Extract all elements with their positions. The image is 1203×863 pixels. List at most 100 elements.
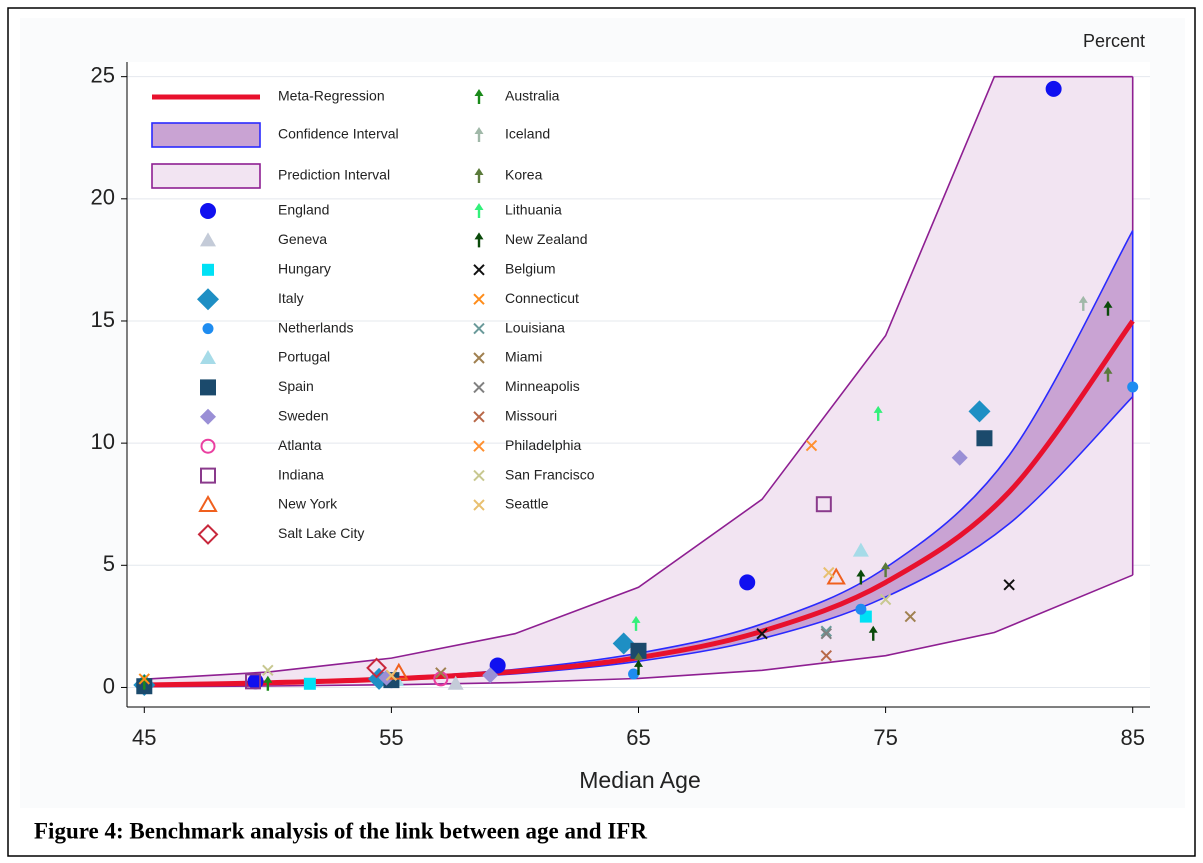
data-point bbox=[631, 615, 641, 631]
legend-label: Netherlands bbox=[278, 319, 354, 335]
data-point bbox=[630, 642, 647, 659]
x-tick-label: 65 bbox=[626, 725, 650, 750]
data-point bbox=[856, 569, 866, 585]
legend-marker bbox=[474, 89, 484, 104]
data-point bbox=[139, 674, 149, 690]
data-point bbox=[138, 673, 151, 685]
legend-marker bbox=[200, 203, 216, 219]
legend-swatch bbox=[151, 163, 261, 189]
legend-marker bbox=[200, 408, 216, 425]
data-point bbox=[366, 657, 387, 679]
legend-marker bbox=[473, 322, 485, 335]
legend-label: Minneapolis bbox=[505, 378, 580, 394]
legend-label: Connecticut bbox=[505, 290, 579, 306]
data-point bbox=[879, 593, 892, 606]
band-fill bbox=[144, 76, 1133, 687]
legend-label: Australia bbox=[505, 88, 560, 104]
legend-label: Hungary bbox=[278, 261, 331, 277]
legend-label: Confidence Interval bbox=[278, 126, 399, 142]
y-tick-label: 20 bbox=[91, 185, 115, 210]
caption: Figure 4: Benchmark analysis of the link… bbox=[34, 818, 647, 843]
legend-marker bbox=[200, 438, 216, 454]
data-point bbox=[1003, 579, 1015, 591]
legend-marker bbox=[198, 494, 218, 512]
data-point bbox=[805, 439, 818, 452]
data-point bbox=[262, 664, 274, 677]
data-point bbox=[951, 449, 968, 466]
data-point bbox=[1103, 300, 1113, 316]
legend-marker bbox=[200, 379, 216, 396]
data-point bbox=[868, 625, 878, 641]
data-point bbox=[823, 566, 835, 579]
data-point bbox=[447, 675, 464, 690]
legend-marker bbox=[473, 440, 485, 452]
legend-label: Spain bbox=[278, 378, 314, 394]
data-point bbox=[1045, 80, 1062, 97]
legend-label: Italy bbox=[278, 290, 304, 306]
data-point bbox=[904, 610, 917, 623]
legend-label: Prediction Interval bbox=[278, 167, 390, 183]
legend-label: Sweden bbox=[278, 408, 329, 424]
legend-marker bbox=[200, 467, 216, 484]
x-tick-label: 75 bbox=[873, 725, 897, 750]
legend-label: Meta-Regression bbox=[278, 88, 385, 104]
legend-label: Missouri bbox=[505, 408, 557, 424]
data-point bbox=[1103, 366, 1113, 382]
legend-label: Salt Lake City bbox=[278, 525, 364, 541]
legend-marker bbox=[197, 523, 219, 545]
legend-label: Louisiana bbox=[505, 319, 565, 335]
y-tick-label: 5 bbox=[103, 551, 115, 576]
data-point bbox=[634, 659, 643, 675]
legend-marker bbox=[473, 499, 485, 511]
data-point bbox=[756, 627, 768, 640]
legend-marker bbox=[474, 127, 484, 142]
legend-marker bbox=[473, 411, 485, 423]
legend-label: New York bbox=[278, 496, 338, 512]
legend-marker bbox=[473, 264, 485, 276]
legend-label: Lithuania bbox=[505, 202, 562, 218]
data-point bbox=[482, 667, 499, 684]
legend-label: Belgium bbox=[505, 261, 556, 277]
legend-swatch bbox=[151, 122, 261, 148]
legend-label: Seattle bbox=[505, 496, 549, 512]
legend-label: Korea bbox=[505, 167, 543, 183]
y-axis-label: Percent bbox=[1083, 31, 1145, 51]
legend-marker bbox=[200, 232, 216, 247]
data-point bbox=[820, 625, 833, 637]
data-point bbox=[968, 400, 991, 423]
legend-label: Iceland bbox=[505, 126, 550, 142]
y-tick-label: 0 bbox=[103, 673, 115, 698]
legend-label: Atlanta bbox=[278, 437, 322, 453]
data-point bbox=[1078, 295, 1088, 311]
legend-label: England bbox=[278, 202, 329, 218]
data-point bbox=[852, 542, 869, 557]
data-point bbox=[245, 673, 262, 690]
band-upper bbox=[144, 75, 1133, 680]
x-tick-label: 45 bbox=[132, 725, 156, 750]
data-point bbox=[815, 496, 832, 513]
data-point bbox=[435, 667, 447, 679]
data-point bbox=[612, 632, 635, 655]
legend-marker bbox=[474, 232, 484, 248]
data-point bbox=[628, 668, 640, 680]
x-tick-label: 55 bbox=[379, 725, 403, 750]
data-point bbox=[489, 657, 506, 674]
legend-marker bbox=[202, 323, 214, 335]
legend-marker bbox=[473, 293, 485, 305]
data-point bbox=[303, 677, 316, 690]
data-point bbox=[385, 669, 398, 681]
legend-marker bbox=[202, 263, 214, 276]
data-point bbox=[247, 673, 264, 690]
legend-label: Philadelphia bbox=[505, 437, 581, 453]
legend-marker bbox=[200, 350, 216, 364]
data-point bbox=[881, 562, 891, 578]
data-point bbox=[739, 574, 756, 591]
legend-label: San Francisco bbox=[505, 466, 595, 482]
legend-marker bbox=[473, 352, 485, 364]
y-tick-label: 10 bbox=[91, 429, 115, 454]
legend-marker bbox=[473, 381, 485, 394]
y-tick-label: 15 bbox=[91, 307, 115, 332]
data-point bbox=[855, 603, 867, 615]
legend-marker bbox=[474, 203, 484, 218]
